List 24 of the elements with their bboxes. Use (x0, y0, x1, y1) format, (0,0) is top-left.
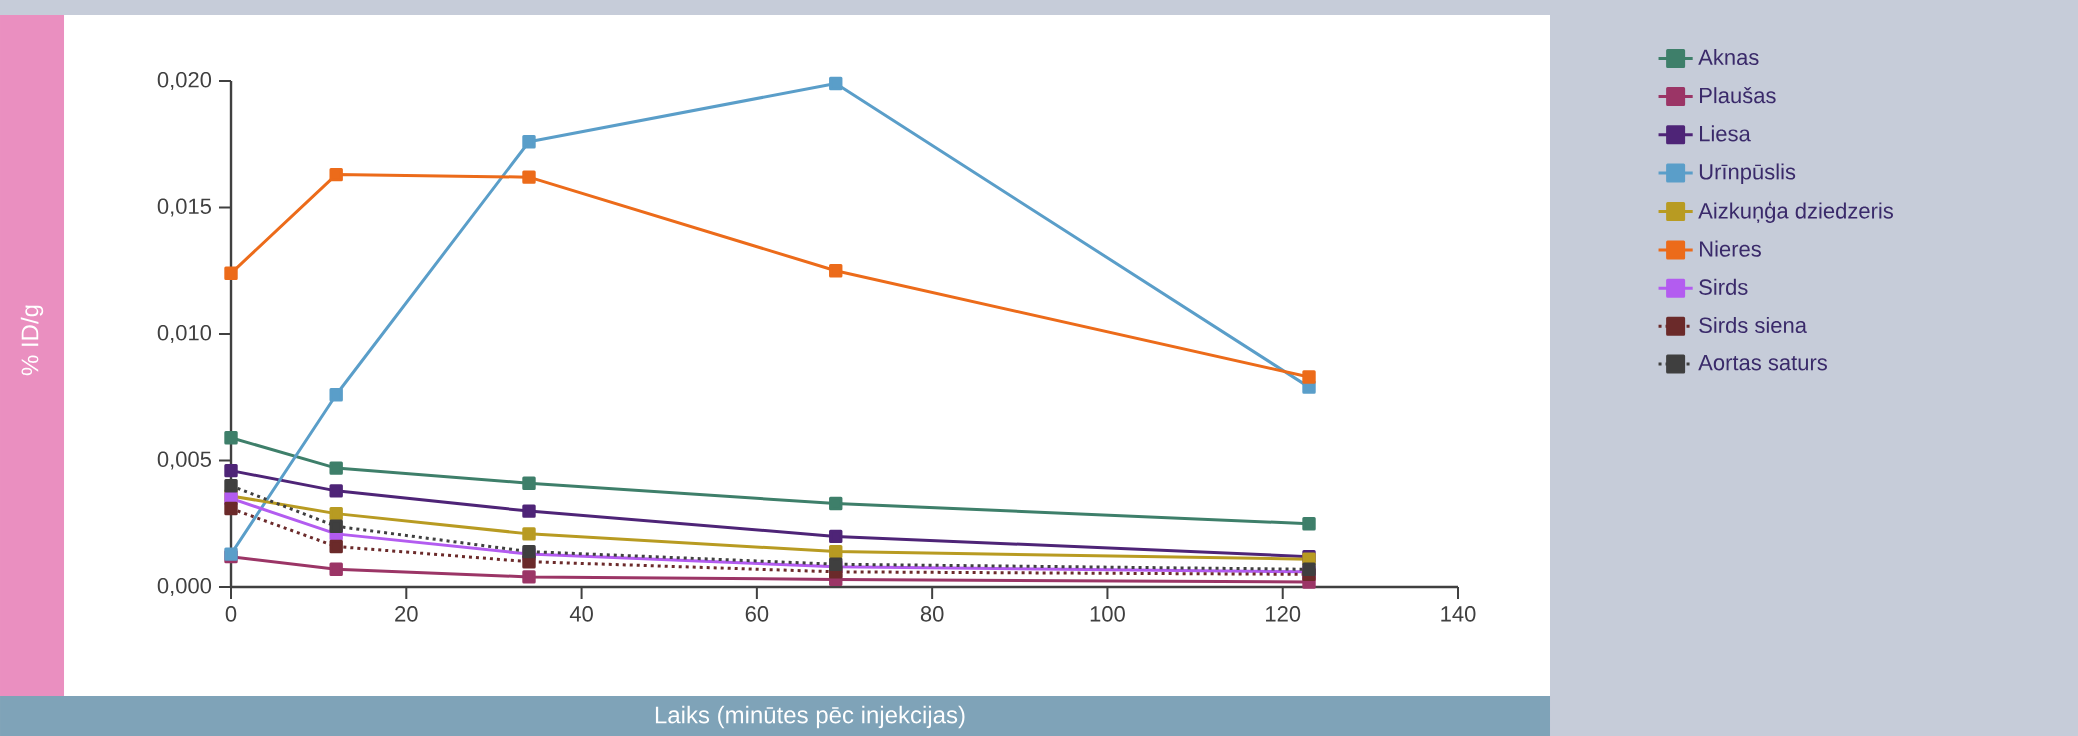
x-tick-label: 80 (920, 606, 944, 622)
y-axis-title: % ID/g (20, 305, 44, 376)
legend-label: Aknas (1698, 48, 1759, 66)
legend-label: Plaušas (1700, 87, 1776, 104)
x-tick-label: 0 (225, 606, 237, 622)
legend-label: Liesa (1700, 125, 1751, 142)
y-tick-label: 0,020 (157, 71, 212, 91)
legend-label: Sirds siena (1699, 316, 1807, 334)
legend-label: Aortas saturs (1698, 355, 1827, 371)
x-tick-label: 100 (1090, 606, 1125, 622)
x-tick-label: 120 (1266, 606, 1301, 622)
legend-label: Nieres (1700, 240, 1761, 257)
y-tick-label: 0,005 (157, 451, 211, 470)
y-tick-label: 0,010 (157, 324, 212, 344)
legend-label: Sirds (1699, 278, 1748, 295)
y-tick-label: 0,015 (157, 198, 211, 217)
y-tick-label: 0,000 (157, 577, 212, 597)
x-tick-label: 20 (395, 606, 418, 622)
x-tick-label: 60 (745, 606, 769, 622)
legend-label: Aizkuņģa dziedzeris (1698, 201, 1893, 224)
legend-label: Urīnpūslis (1699, 163, 1796, 184)
x-tick-label: 140 (1441, 606, 1476, 622)
x-axis-title: Laiks (minūtes pēc injekcijas) (655, 705, 965, 729)
x-tick-label: 40 (569, 606, 593, 622)
